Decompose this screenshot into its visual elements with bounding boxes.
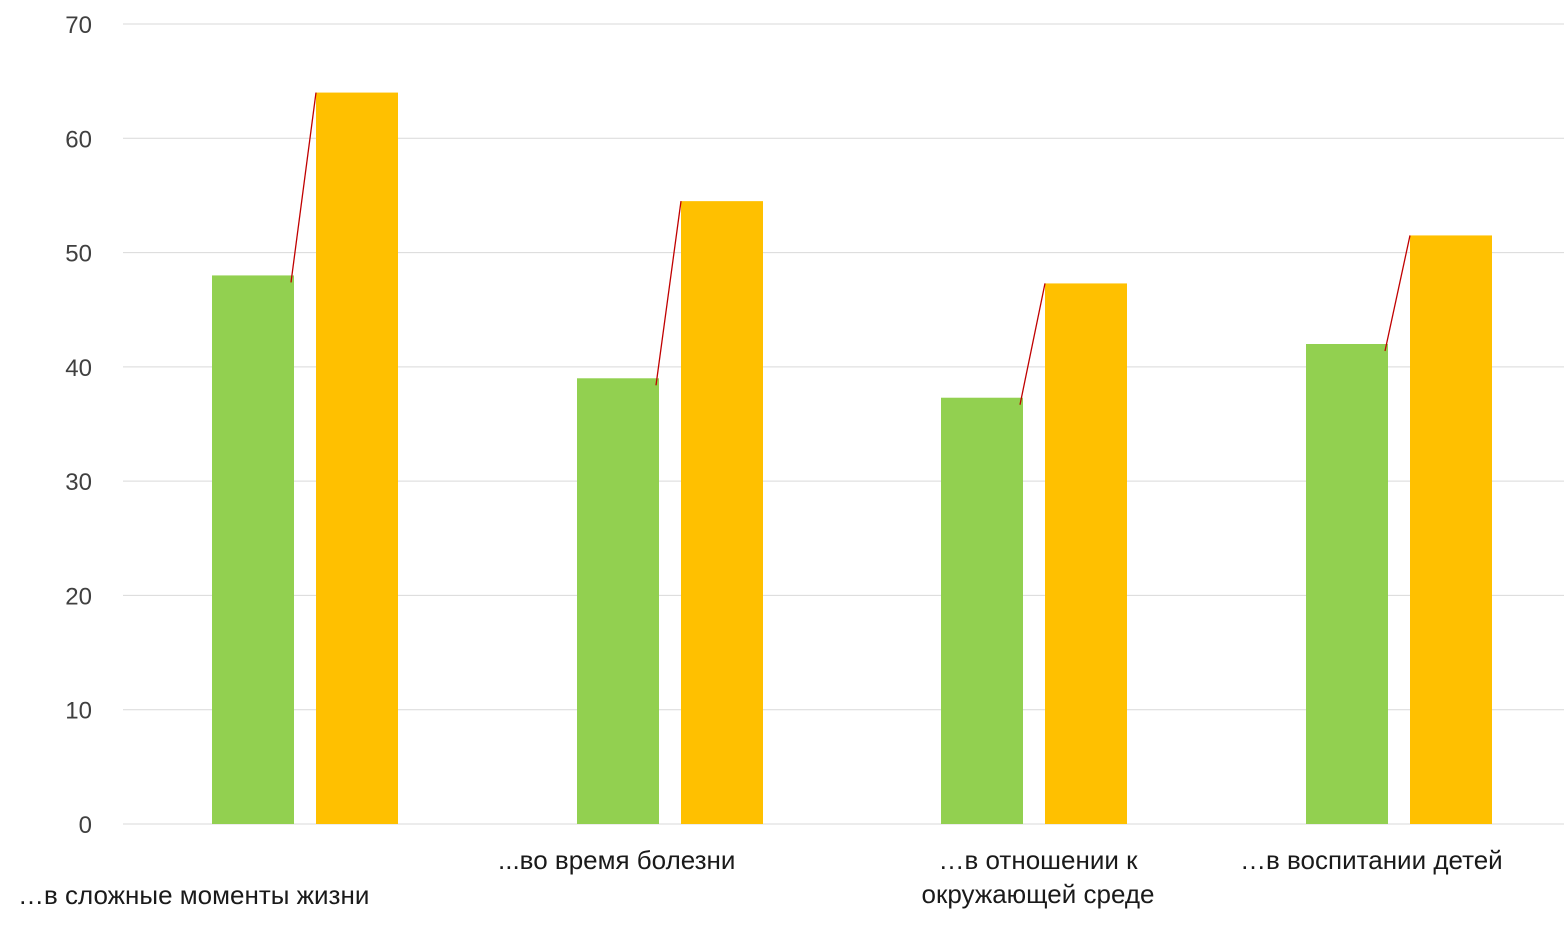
- bar-series1-4: [1306, 344, 1388, 824]
- bar-series2-1: [316, 92, 398, 825]
- category-label-1: …в сложные моменты жизни: [18, 878, 369, 912]
- y-tick-label: 50: [65, 241, 92, 268]
- y-tick-label: 70: [65, 12, 92, 39]
- category-label-line: …в отношении к: [938, 845, 1138, 875]
- bar-series2-3: [1045, 283, 1127, 824]
- bars: [212, 92, 1492, 825]
- connector-line: [1384, 235, 1411, 352]
- bar-series2-2: [681, 201, 763, 825]
- connector-line: [1019, 283, 1046, 405]
- y-tick-label: 40: [65, 355, 92, 382]
- connector-line: [290, 92, 317, 283]
- bar-series1-3: [941, 397, 1023, 824]
- category-label-line: ...во время болезни: [498, 845, 736, 875]
- bar-series2-4: [1410, 235, 1492, 824]
- y-tick-label: 20: [65, 583, 92, 610]
- y-axis-ticks: 0 10 20 30 40 50 60 70: [65, 12, 92, 839]
- bar-series1-1: [212, 275, 294, 824]
- bar-series1-2: [577, 378, 659, 824]
- connector-line: [655, 201, 682, 386]
- y-tick-label: 30: [65, 469, 92, 496]
- y-tick-label: 10: [65, 698, 92, 725]
- y-tick-label: 60: [65, 126, 92, 153]
- category-label-line: …в воспитании детей: [1240, 845, 1503, 875]
- category-label-3: …в отношении к окружающей среде: [888, 843, 1188, 911]
- category-label-4: …в воспитании детей: [1240, 843, 1503, 877]
- category-label-line: …в сложные моменты жизни: [18, 880, 370, 910]
- connectors: [290, 92, 1411, 405]
- category-label-line: окружающей среде: [921, 879, 1155, 909]
- category-label-2: ...во время болезни: [498, 843, 735, 877]
- y-tick-label: 0: [79, 812, 92, 839]
